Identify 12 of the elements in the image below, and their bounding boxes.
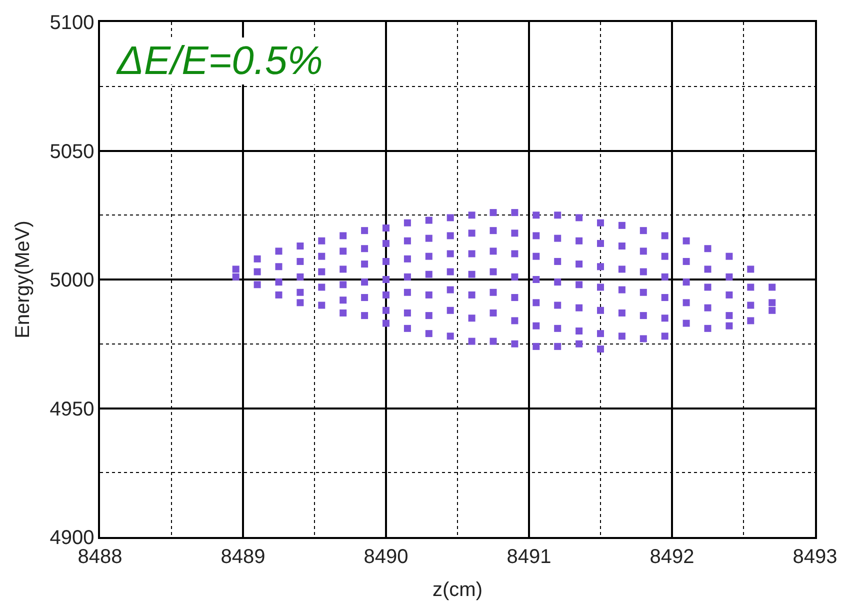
x-axis-title: z(cm) xyxy=(432,578,482,601)
y-tick-label: 5100 xyxy=(50,12,94,34)
y-tick-label: 4950 xyxy=(50,398,94,420)
x-tick-label: 8491 xyxy=(506,546,552,568)
x-tick-label: 8492 xyxy=(650,546,694,568)
x-tick-label: 8490 xyxy=(364,546,408,568)
y-tick-label: 5050 xyxy=(50,140,94,163)
y-tick-label: 5000 xyxy=(50,270,94,292)
x-tick-label: 8489 xyxy=(220,546,266,568)
x-tick-label: 8493 xyxy=(792,546,838,568)
annotation: ΔE/E=0.5% xyxy=(116,39,323,83)
y-axis-title: Energy(MeV) xyxy=(12,220,34,338)
